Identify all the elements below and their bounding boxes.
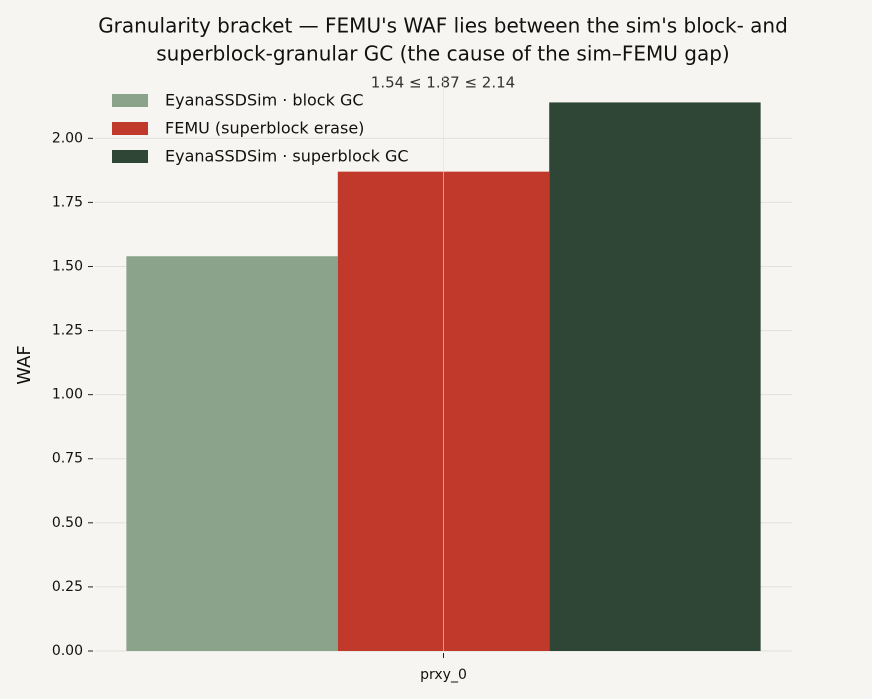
y-tick-label: 2.00 [52, 130, 83, 146]
y-tick-label: 1.00 [52, 387, 83, 403]
bar [126, 256, 338, 651]
y-tick-label: 1.50 [52, 258, 83, 274]
legend-label: EyanaSSDSim · block GC [165, 91, 364, 110]
legend-label: EyanaSSDSim · superblock GC [165, 147, 409, 166]
y-tick-label: 1.75 [52, 194, 83, 210]
y-axis-label: WAF [14, 345, 35, 384]
y-tick-label: 0.00 [52, 643, 83, 659]
legend-swatch [112, 94, 148, 107]
y-tick-label: 0.25 [52, 579, 83, 595]
chart-title: superblock-granular GC (the cause of the… [156, 42, 729, 66]
x-tick-label: prxy_0 [420, 667, 467, 683]
legend-label: FEMU (superblock erase) [165, 119, 364, 138]
bar [549, 102, 761, 651]
chart-title: Granularity bracket — FEMU's WAF lies be… [98, 14, 788, 38]
y-tick-label: 1.25 [52, 323, 83, 339]
legend-swatch [112, 150, 148, 163]
y-tick-label: 0.75 [52, 451, 83, 467]
legend-swatch [112, 122, 148, 135]
y-tick-label: 0.50 [52, 515, 83, 531]
